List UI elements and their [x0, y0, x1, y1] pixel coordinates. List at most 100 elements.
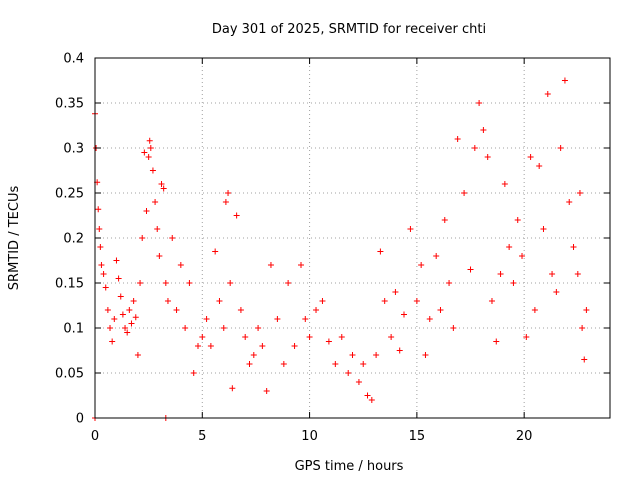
data-point — [476, 100, 483, 106]
data-points — [92, 77, 590, 421]
data-point — [345, 370, 352, 376]
data-point — [506, 244, 513, 250]
y-tick-label: 0.35 — [55, 97, 84, 112]
data-point — [570, 244, 577, 250]
data-point — [437, 307, 444, 313]
data-point — [203, 316, 210, 322]
data-point — [173, 307, 180, 313]
data-point — [156, 253, 163, 259]
data-point — [484, 154, 491, 160]
data-point — [195, 343, 201, 349]
data-point — [182, 325, 189, 331]
data-point — [401, 311, 407, 318]
x-tick-label: 20 — [516, 429, 533, 444]
x-tick-label: 15 — [409, 429, 426, 444]
data-point — [225, 190, 232, 196]
data-point — [574, 271, 581, 277]
data-point — [115, 275, 122, 282]
data-point — [360, 361, 367, 367]
data-point — [441, 217, 448, 223]
data-point — [544, 91, 551, 97]
data-point — [540, 226, 547, 232]
data-point — [119, 311, 126, 318]
data-point — [158, 181, 165, 187]
data-point — [561, 77, 568, 84]
data-point — [104, 307, 111, 313]
data-point — [162, 280, 169, 286]
data-point — [134, 352, 141, 358]
data-point — [355, 379, 362, 385]
data-point — [332, 361, 339, 367]
data-point — [242, 334, 249, 340]
data-point — [263, 388, 270, 394]
data-point — [338, 334, 345, 340]
data-point — [392, 289, 399, 295]
data-point — [97, 244, 104, 250]
data-point — [109, 338, 116, 345]
x-axis-label: GPS time / hours — [295, 459, 404, 474]
data-point — [501, 181, 508, 187]
data-point — [488, 298, 495, 304]
y-tick-label: 0.25 — [55, 187, 84, 202]
data-point — [233, 212, 240, 219]
data-point — [255, 325, 262, 331]
data-point — [523, 334, 530, 340]
data-point — [325, 338, 332, 345]
data-point — [519, 253, 526, 259]
y-tick-label: 0.4 — [63, 52, 84, 67]
data-point — [169, 235, 176, 241]
data-point — [306, 334, 313, 340]
data-point — [186, 280, 193, 286]
data-point — [274, 316, 281, 322]
data-point — [199, 334, 206, 340]
data-point — [527, 154, 534, 160]
data-point — [493, 338, 500, 345]
y-tick-label: 0.3 — [63, 142, 84, 157]
x-tick-label: 0 — [91, 429, 99, 444]
data-point — [149, 167, 156, 174]
data-point — [450, 325, 457, 331]
data-point — [514, 217, 521, 223]
data-point — [237, 307, 244, 313]
data-point — [164, 298, 171, 304]
data-point — [291, 343, 298, 349]
data-point — [381, 298, 388, 304]
data-point — [160, 185, 167, 192]
y-axis-label: SRMTID / TECUs — [7, 186, 22, 291]
data-point — [461, 190, 468, 196]
data-point — [413, 298, 420, 304]
data-point — [111, 316, 118, 322]
data-point — [98, 262, 105, 268]
data-point — [557, 145, 564, 151]
data-point — [259, 343, 266, 349]
data-point — [227, 280, 234, 286]
y-tick-label: 0.15 — [55, 277, 84, 292]
data-point — [250, 352, 257, 358]
data-point — [583, 307, 590, 313]
data-point — [433, 253, 440, 259]
data-point — [216, 298, 223, 304]
data-point — [377, 248, 384, 255]
data-point — [418, 262, 425, 268]
data-point — [396, 347, 403, 354]
data-point — [319, 298, 326, 304]
data-point — [407, 226, 414, 232]
data-point — [566, 199, 573, 205]
data-point — [147, 145, 154, 151]
data-point — [137, 280, 144, 286]
data-point — [280, 361, 287, 367]
data-point — [480, 127, 487, 133]
data-point — [497, 271, 504, 277]
data-point — [146, 137, 153, 144]
data-point — [177, 262, 184, 268]
data-point — [212, 248, 219, 255]
data-point — [364, 392, 371, 399]
data-point — [143, 208, 150, 214]
data-point — [190, 370, 197, 376]
y-tick-label: 0.1 — [63, 322, 84, 337]
chart-title: Day 301 of 2025, SRMTID for receiver cht… — [212, 22, 486, 37]
data-point — [117, 293, 124, 300]
data-point — [102, 284, 109, 291]
